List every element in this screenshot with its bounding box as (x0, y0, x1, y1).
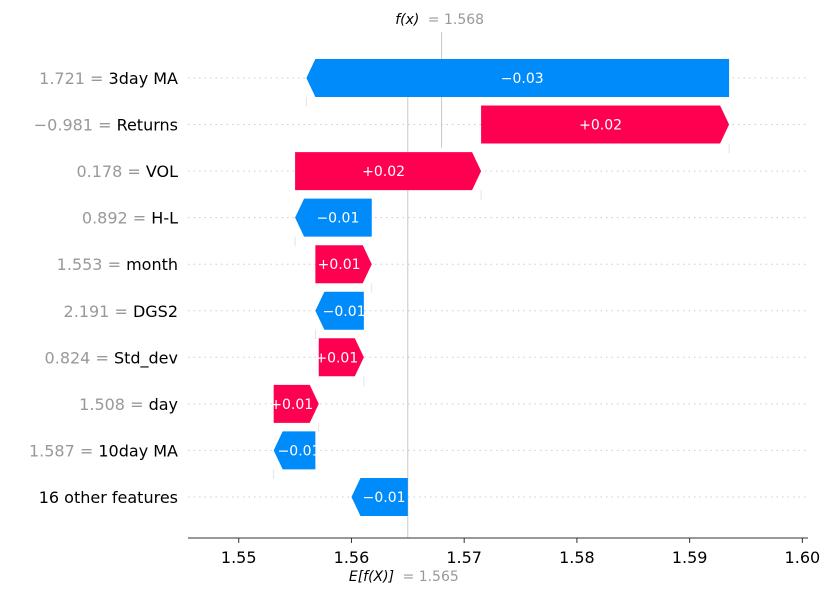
feature-value: 1.721 = (39, 69, 108, 88)
feature-label: 1.508 = day (79, 395, 178, 414)
bar-value-label: +0.01 (318, 257, 361, 273)
feature-value: 0.824 = (45, 348, 114, 367)
feature-value: 2.191 = (64, 302, 133, 321)
fx-label: f(x) (395, 12, 419, 28)
feature-label: −0.981 = Returns (34, 116, 178, 135)
feature-label: 1.553 = month (57, 255, 178, 274)
feature-value: 0.178 = (76, 162, 145, 181)
expected-label: E[f(X)] (349, 569, 394, 585)
x-axis: 1.55 1.56 1.57 1.58 1.59 1.60 (188, 537, 821, 567)
feature-label: 1.587 = 10day MA (29, 441, 178, 460)
feature-labels: 1.721 = 3day MA −0.981 = Returns 0.178 = V… (29, 69, 178, 507)
feature-label: 16 other features (39, 488, 178, 507)
feature-label: 1.721 = 3day MA (39, 69, 178, 88)
negative-bar (295, 198, 372, 237)
bar-value-label: +0.01 (315, 350, 358, 366)
feature-name: 3day MA (109, 69, 179, 88)
bar-value-label: +0.02 (579, 118, 622, 134)
x-tick-label: 1.60 (785, 548, 821, 567)
fx-annotation: f(x) = 1.568 (395, 12, 484, 28)
feature-name: H-L (151, 209, 178, 228)
positive-bar (273, 384, 319, 423)
expected-value: = 1.565 (403, 569, 459, 585)
negative-bar (351, 477, 408, 516)
bars: −0.03 +0.02 +0.02 −0.01 +0.01 −0.01 +0.01 +0.01… (270, 59, 730, 516)
feature-name: Returns (117, 116, 178, 135)
feature-label: 2.191 = DGS2 (64, 302, 178, 321)
feature-value: 1.587 = (29, 441, 98, 460)
bar-value-label: −0.01 (316, 211, 359, 227)
x-tick-label: 1.58 (559, 548, 595, 567)
feature-value: −0.981 = (34, 116, 117, 135)
feature-label: 0.824 = Std_dev (45, 348, 178, 368)
feature-name: month (126, 255, 178, 274)
x-tick-label: 1.55 (221, 548, 257, 567)
bar-value-label: −0.01 (278, 443, 321, 459)
positive-bar (315, 245, 372, 284)
reference-lines (407, 32, 443, 538)
feature-name: 16 other features (39, 488, 178, 507)
bar-value-label: −0.03 (501, 71, 544, 87)
bar-value-label: −0.01 (363, 490, 406, 506)
feature-name: day (149, 395, 178, 414)
feature-name: Std_dev (114, 348, 178, 368)
positive-bar (295, 152, 482, 191)
positive-bar (318, 338, 364, 377)
bar-value-label: −0.01 (323, 304, 366, 320)
feature-label: 0.178 = VOL (76, 162, 178, 181)
feature-name: 10day MA (98, 441, 178, 460)
negative-bar (315, 291, 364, 330)
negative-bar (273, 431, 316, 470)
feature-name: DGS2 (133, 302, 178, 321)
feature-label: 0.892 = H-L (82, 209, 178, 228)
positive-bar (481, 105, 730, 144)
bar-value-label: +0.01 (270, 397, 313, 413)
expected-annotation: E[f(X)] = 1.565 (349, 569, 459, 585)
x-tick-label: 1.57 (446, 548, 482, 567)
feature-value: 1.508 = (79, 395, 148, 414)
feature-value: 1.553 = (57, 255, 126, 274)
x-tick-label: 1.59 (672, 548, 708, 567)
bar-value-label: +0.02 (362, 164, 405, 180)
feature-value: 0.892 = (82, 209, 151, 228)
fx-value: = 1.568 (428, 12, 484, 28)
negative-bar (306, 59, 730, 97)
feature-name: VOL (146, 162, 178, 181)
x-tick-label: 1.56 (334, 548, 370, 567)
